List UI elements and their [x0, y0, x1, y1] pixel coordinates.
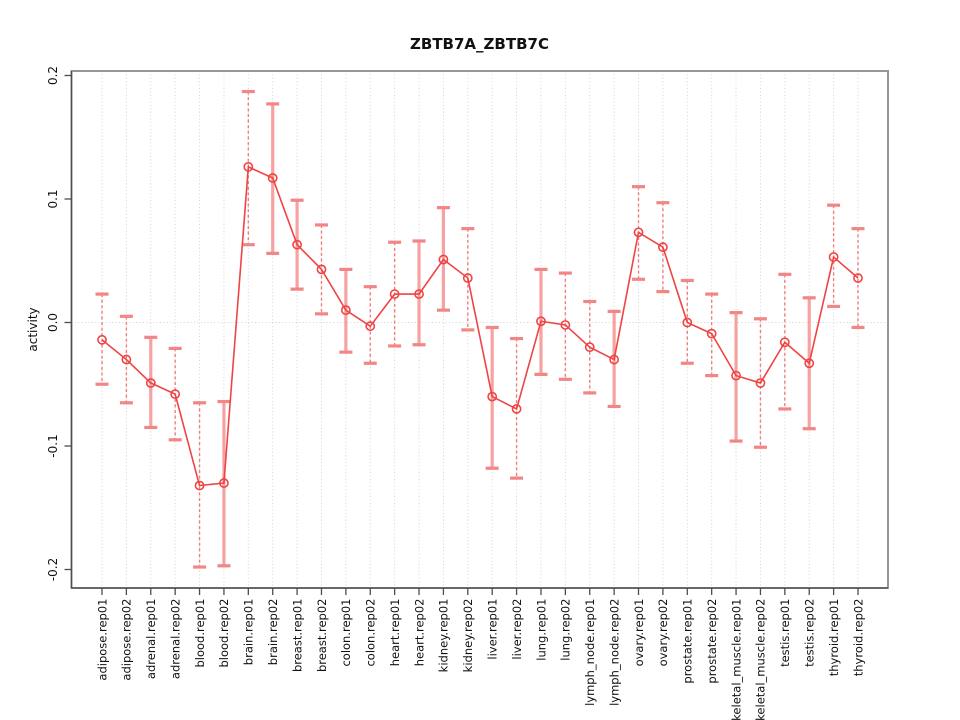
error-bar	[558, 271, 572, 381]
y-tick-label: -0.1	[46, 434, 60, 457]
x-tick-label: breast.rep02	[315, 599, 329, 673]
x-tick-label: skeletal_muscle.rep02	[754, 599, 768, 720]
x-tick-label: adrenal.rep02	[168, 599, 182, 680]
x-tick-label: prostate.rep02	[705, 599, 719, 684]
error-bar	[363, 285, 377, 365]
data-point	[804, 358, 815, 369]
data-point	[170, 389, 181, 400]
x-tick-label: colon.rep01	[339, 599, 353, 667]
x-tick-label: kidney.rep02	[461, 599, 475, 673]
y-tick-label: 0.0	[46, 313, 60, 332]
y-tick-label: -0.2	[46, 558, 60, 581]
data-point	[487, 391, 498, 402]
chart-title: ZBTB7A_ZBTB7C	[410, 35, 549, 53]
error-bar	[119, 314, 133, 405]
data-point	[292, 239, 302, 250]
x-tick-label: thyroid.rep02	[851, 599, 865, 677]
y-tick-label: 0.2	[46, 66, 60, 85]
x-tick-label: adrenal.rep01	[144, 599, 158, 680]
x-tick-label: breast.rep01	[290, 599, 304, 673]
data-point	[536, 316, 546, 327]
x-tick-label: heart.rep02	[412, 599, 426, 667]
plot-box	[70, 70, 889, 589]
x-tick-label: adipose.rep01	[95, 599, 109, 681]
x-tick-label: thyroid.rep01	[827, 599, 841, 677]
data-points	[97, 161, 863, 491]
data-point	[560, 320, 571, 330]
data-point	[658, 242, 668, 253]
x-tick-label: blood.rep01	[193, 599, 207, 668]
x-tick-label: lung.rep01	[534, 599, 548, 661]
x-tick-label: blood.rep02	[217, 599, 231, 668]
data-point	[706, 328, 717, 339]
data-point	[267, 173, 278, 183]
error-bar	[241, 89, 255, 247]
error-bar	[95, 292, 109, 386]
data-point	[194, 480, 205, 491]
x-tick-label: ovary.rep01	[632, 599, 646, 667]
y-axis-label: activity	[26, 307, 40, 351]
data-point	[365, 321, 376, 332]
data-point	[511, 404, 522, 414]
x-tick-label: skeletal_muscle.rep01	[729, 599, 743, 720]
data-point	[828, 252, 839, 262]
data-point	[243, 161, 254, 172]
x-tick-label: lymph_node.rep02	[607, 599, 621, 706]
error-bar	[851, 227, 865, 330]
data-point	[682, 317, 693, 328]
x-tick-label: colon.rep02	[364, 599, 378, 667]
x-tick-label: brain.rep01	[242, 599, 256, 666]
data-point	[414, 289, 424, 299]
x-tick-label: liver.rep01	[485, 599, 499, 660]
data-point	[584, 342, 595, 353]
data-point	[755, 378, 766, 388]
x-tick-label: brain.rep02	[266, 599, 280, 666]
data-point	[462, 273, 473, 283]
error-bar	[827, 203, 841, 309]
data-point	[219, 478, 229, 488]
data-point	[853, 273, 863, 283]
x-tick-label: ovary.rep02	[656, 599, 670, 667]
data-point	[145, 378, 156, 388]
error-bar	[729, 311, 743, 443]
x-tick-label: liver.rep02	[510, 599, 524, 660]
x-tick-label: kidney.rep01	[437, 599, 451, 673]
data-point	[609, 354, 620, 365]
series-line	[101, 165, 859, 487]
error-bar	[314, 223, 328, 316]
error-bar	[656, 201, 670, 294]
x-tick-label: adipose.rep02	[120, 599, 134, 681]
data-point	[633, 227, 644, 238]
data-point	[316, 264, 327, 275]
error-bars	[95, 89, 865, 569]
x-tick-label: prostate.rep01	[681, 599, 695, 684]
plot-box-border	[70, 70, 889, 589]
x-tick-label: testis.rep01	[778, 599, 792, 667]
error-bar	[485, 325, 499, 470]
data-point	[779, 337, 790, 348]
error-bar	[193, 401, 207, 569]
data-point	[340, 305, 351, 316]
x-axis: adipose.rep01 adipose.rep02 adrenal.rep01 a…	[95, 588, 865, 720]
x-tick-label: heart.rep01	[388, 599, 402, 667]
data-point	[121, 354, 132, 365]
data-point	[97, 334, 107, 345]
x-tick-label: lymph_node.rep01	[583, 599, 597, 706]
x-gridlines	[101, 71, 859, 588]
y-axis: -0.2 -0.1 0.0 0.1 0.2	[46, 66, 72, 581]
y-tick-label: 0.1	[46, 189, 60, 208]
x-tick-label: testis.rep02	[803, 599, 817, 667]
activity-line	[101, 165, 859, 487]
data-point	[731, 370, 741, 381]
x-tick-label: lung.rep02	[559, 599, 573, 661]
data-point	[389, 289, 400, 299]
data-point	[438, 254, 449, 265]
